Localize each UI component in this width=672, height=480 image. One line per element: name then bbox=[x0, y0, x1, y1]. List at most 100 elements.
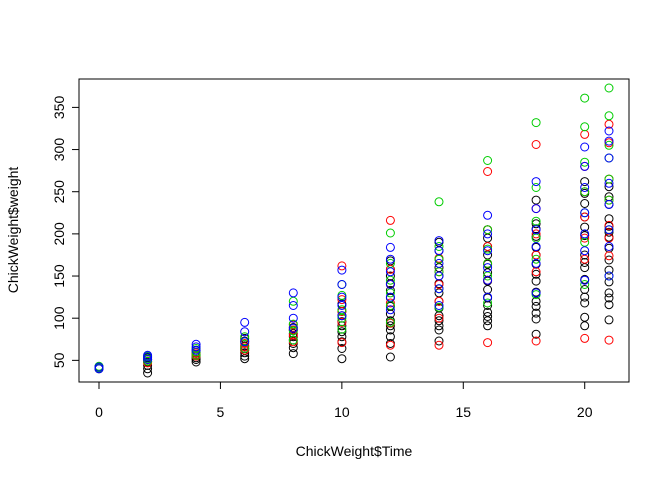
scatter-point bbox=[337, 338, 347, 348]
scatter-point bbox=[580, 321, 590, 331]
scatter-point bbox=[483, 225, 493, 235]
scatter-point bbox=[337, 311, 347, 321]
scatter-point bbox=[531, 177, 541, 187]
scatter-point bbox=[385, 242, 395, 252]
scatter-point bbox=[288, 326, 298, 336]
scatter-point bbox=[531, 140, 541, 149]
scatter-point bbox=[191, 339, 201, 349]
y-tick-label: 50 bbox=[51, 352, 67, 368]
y-tick-label: 350 bbox=[51, 96, 67, 120]
scatter-point bbox=[580, 254, 590, 264]
scatter-point bbox=[143, 350, 153, 360]
scatter-point bbox=[483, 321, 493, 331]
scatter-point bbox=[288, 301, 298, 310]
scatter-point bbox=[337, 317, 347, 327]
x-axis-title: ChickWeight$Time bbox=[296, 443, 413, 459]
x-tick-label: 10 bbox=[334, 404, 350, 420]
scatter-point bbox=[531, 118, 541, 128]
scatter-point bbox=[531, 254, 541, 264]
scatter-point bbox=[288, 319, 298, 329]
scatter-point bbox=[240, 344, 250, 353]
scatter-point bbox=[337, 324, 347, 334]
scatter-point bbox=[531, 314, 541, 324]
y-tick-label: 200 bbox=[51, 222, 67, 246]
scatter-point bbox=[580, 183, 590, 192]
x-axis: 0 5 10 15 20 bbox=[95, 381, 593, 420]
scatter-point bbox=[240, 337, 250, 347]
scatter-point bbox=[385, 267, 395, 277]
scatter-point bbox=[580, 212, 590, 222]
scatter-point bbox=[604, 214, 614, 224]
scatter-point bbox=[434, 254, 444, 264]
y-axis-title: ChickWeight$weight bbox=[5, 167, 21, 294]
scatter-point bbox=[483, 292, 493, 302]
scatter-point bbox=[580, 250, 590, 260]
scatter-point bbox=[580, 298, 590, 308]
scatter-point bbox=[385, 298, 395, 308]
scatter-point bbox=[337, 265, 347, 275]
scatter-point bbox=[580, 208, 590, 218]
scatter-point bbox=[531, 269, 541, 279]
scatter-point bbox=[385, 317, 395, 327]
scatter-point bbox=[580, 292, 590, 302]
scatter-point bbox=[337, 261, 347, 271]
scatter-point bbox=[604, 271, 614, 281]
x-tick-label: 15 bbox=[455, 404, 471, 420]
scatter-point bbox=[483, 167, 493, 176]
x-tick-label: 5 bbox=[217, 404, 225, 420]
scatter-point bbox=[604, 153, 614, 163]
scatter-point bbox=[483, 246, 493, 256]
scatter-point bbox=[531, 229, 541, 239]
scatter-point bbox=[434, 340, 444, 350]
scatter-point bbox=[604, 140, 614, 150]
scatter-point bbox=[288, 288, 298, 298]
scatter-point bbox=[580, 333, 590, 343]
scatter-point bbox=[604, 242, 614, 251]
scatter-point bbox=[604, 199, 614, 209]
scatter-point bbox=[288, 323, 298, 333]
scatter-point bbox=[385, 352, 395, 362]
scatter-point bbox=[604, 111, 614, 121]
scatter-point bbox=[483, 285, 493, 294]
scatter-point bbox=[434, 316, 444, 326]
y-tick-label: 150 bbox=[51, 264, 67, 288]
scatter-point bbox=[604, 136, 614, 146]
scatter-point bbox=[531, 308, 541, 318]
plot-frame bbox=[78, 78, 630, 383]
scatter-point bbox=[483, 338, 493, 348]
scatter-point bbox=[240, 348, 250, 358]
scatter-point bbox=[337, 292, 347, 302]
scatter-point bbox=[385, 228, 395, 238]
scatter-point bbox=[604, 255, 614, 265]
scatter-point bbox=[385, 254, 395, 264]
scatter-point bbox=[531, 219, 541, 229]
scatter-point bbox=[580, 222, 590, 232]
scatter-point bbox=[531, 276, 541, 286]
scatter-point bbox=[604, 178, 614, 188]
scatter-point bbox=[337, 354, 347, 364]
scatter-point bbox=[604, 335, 614, 345]
scatter-point bbox=[240, 327, 250, 337]
scatter-point bbox=[385, 264, 395, 274]
scatter-point bbox=[531, 258, 541, 268]
scatter-point bbox=[385, 292, 395, 302]
scatter-point bbox=[483, 242, 493, 251]
scatter-point bbox=[434, 336, 444, 346]
scatter-point bbox=[531, 329, 541, 339]
scatter-point bbox=[434, 258, 444, 268]
scatter-point bbox=[580, 129, 590, 139]
scatter-point bbox=[434, 313, 444, 323]
scatter-point bbox=[385, 215, 395, 225]
scatter-point bbox=[288, 335, 298, 345]
scatter-point bbox=[604, 225, 614, 235]
scatter-point bbox=[483, 263, 493, 273]
scatter-point bbox=[240, 332, 250, 342]
scatter-point bbox=[434, 296, 444, 306]
scatter-point bbox=[604, 300, 614, 310]
scatter-point bbox=[434, 242, 444, 251]
scatter-point bbox=[434, 284, 444, 294]
scatter-point bbox=[604, 126, 614, 136]
scatter-point bbox=[580, 187, 590, 197]
scatter-point bbox=[385, 321, 395, 331]
